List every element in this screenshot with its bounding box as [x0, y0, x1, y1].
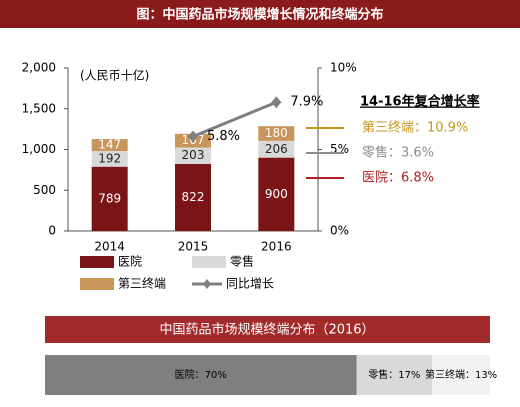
bar-value-label: 147: [98, 138, 121, 152]
growth-marker: [188, 130, 198, 143]
share-segment: [45, 355, 357, 395]
bar-value-label: 180: [265, 126, 288, 140]
x-tick-label: 2015: [178, 240, 209, 254]
page-title: 图：中国药品市场规模增长情况和终端分布: [136, 7, 383, 23]
bar-segment: [175, 147, 211, 165]
bar-value-label: 789: [98, 191, 121, 205]
y-axis-label: (人民币十亿): [80, 68, 149, 83]
y-tick-label: 500: [33, 183, 56, 197]
legend-label: 同比增长: [226, 277, 274, 291]
share-label: 医院：70%: [175, 368, 227, 381]
growth-label: 7.9%: [290, 95, 323, 110]
cagr-item: 零售：3.6%: [362, 145, 434, 161]
bar-segment: [258, 126, 295, 141]
share-title: 中国药品市场规模终端分布（2016）: [159, 322, 374, 338]
legend-swatch: [80, 278, 114, 290]
x-tick-label: 2016: [261, 240, 292, 254]
y2-tick-label: 0%: [330, 224, 349, 238]
share-segment: [356, 355, 433, 395]
x-tick-label: 2014: [94, 240, 125, 254]
y-tick-label: 1,500: [22, 101, 56, 115]
growth-line: [192, 100, 277, 138]
y-tick-label: 1,000: [22, 142, 56, 156]
bar-value-label: 822: [182, 190, 205, 204]
legend-marker: [203, 279, 211, 289]
bar-value-label: 203: [182, 148, 205, 162]
legend-label: 零售: [230, 254, 254, 269]
bar-value-label: 900: [265, 187, 288, 201]
y-tick-label: 0: [48, 224, 56, 238]
share-segment: [432, 355, 490, 395]
bar-value-label: 206: [265, 142, 288, 156]
legend-label: 第三终端: [118, 276, 166, 291]
growth-marker: [271, 96, 282, 109]
bar-segment: [258, 140, 295, 158]
y2-tick-label: 10%: [330, 61, 357, 75]
bar-segment: [258, 157, 295, 231]
bar-segment: [175, 164, 211, 231]
cagr-item: 第三终端：10.9%: [362, 120, 468, 136]
bar-segment: [91, 139, 128, 152]
growth-label: 5.8%: [207, 129, 240, 144]
bar-value-label: 192: [98, 151, 121, 165]
cagr-title: 14-16年复合增长率: [360, 94, 480, 110]
legend-label: 医院: [118, 255, 142, 269]
legend-swatch: [192, 256, 226, 268]
bar-segment: [91, 151, 128, 167]
title-bar: [0, 0, 520, 28]
y-tick-label: 2,000: [22, 61, 56, 75]
share-banner: [45, 316, 490, 343]
bar-segment: [91, 166, 128, 231]
legend-swatch: [80, 256, 114, 268]
share-label: 零售：17%: [368, 368, 420, 381]
share-label: 第三终端：13%: [425, 368, 497, 381]
cagr-item: 医院：6.8%: [362, 171, 434, 186]
